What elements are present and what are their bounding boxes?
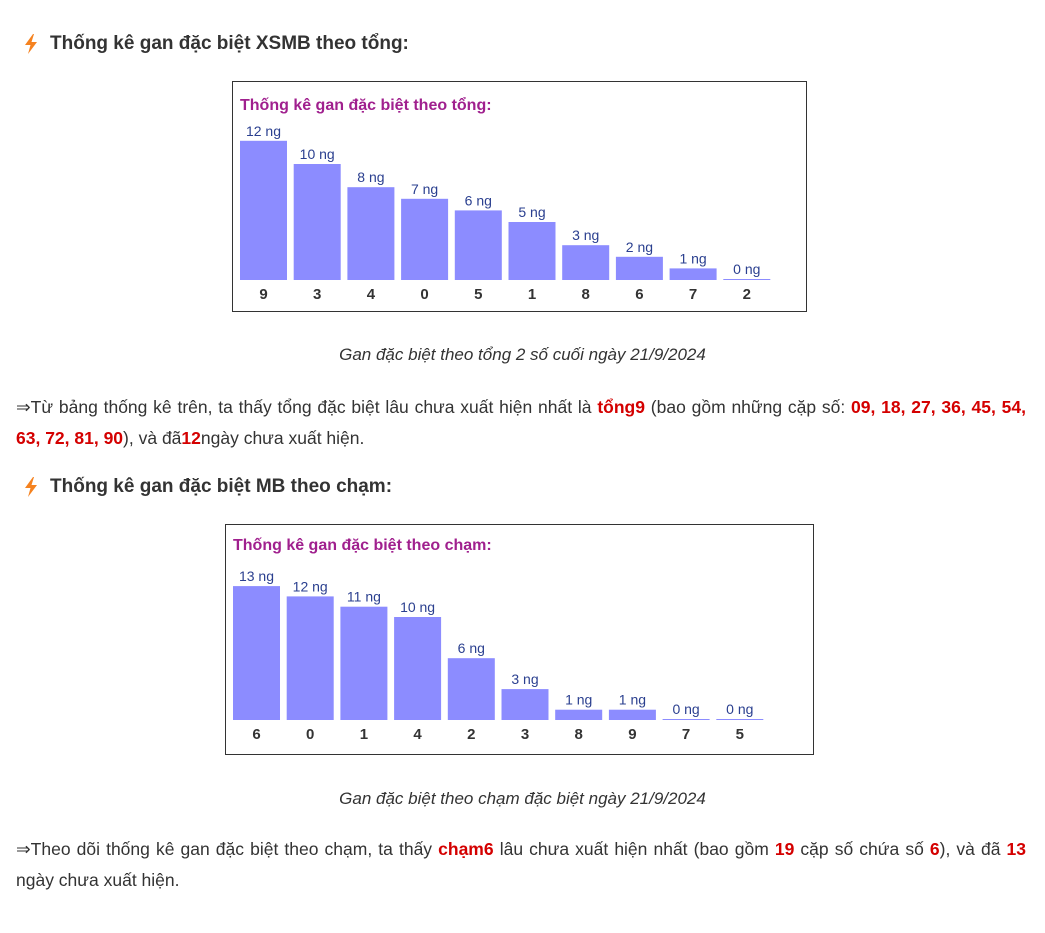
bar-value-label: 6 ng: [458, 640, 485, 656]
category-label: 5: [474, 286, 482, 303]
bar: [347, 187, 395, 280]
category-label: 3: [521, 726, 529, 743]
category-label: 8: [582, 286, 590, 303]
paragraph-text: ngày chưa xuất hiện.: [200, 428, 365, 448]
chart-tong: Thống kê gan đặc biệt theo tổng: 12 ng 9 10…: [232, 81, 807, 312]
category-label: 9: [628, 726, 636, 743]
paragraph-text: ), và đã: [939, 839, 1007, 859]
chart-title: Thống kê gan đặc biệt theo tổng:: [240, 96, 492, 114]
bar: [555, 709, 603, 720]
category-label: 7: [682, 726, 690, 743]
bar-value-label: 6 ng: [465, 192, 492, 208]
paragraph-tong: ⇒Từ bảng thống kê trên, ta thấy tổng đặc…: [16, 392, 1026, 454]
category-label: 4: [367, 286, 376, 303]
category-label: 4: [413, 726, 422, 743]
bar-value-label: 1 ng: [679, 250, 706, 266]
bar-value-label: 1 ng: [565, 692, 592, 708]
section-heading-text: Thống kê gan đặc biệt MB theo chạm:: [50, 476, 393, 497]
bar: [240, 140, 287, 280]
bar: [401, 198, 449, 280]
category-label: 9: [259, 286, 267, 303]
category-label: 1: [360, 726, 368, 743]
highlight-days: 12: [181, 428, 201, 448]
bar: [501, 689, 549, 720]
paragraph-text: ⇒Từ bảng thống kê trên, ta thấy tổng đặc…: [16, 397, 598, 417]
highlight-pair-count: 19: [774, 839, 795, 859]
bar: [615, 256, 663, 280]
chart-caption-cham: Gan đặc biệt theo chạm đặc biệt ngày 21/…: [339, 789, 706, 808]
bar-value-label: 8 ng: [357, 169, 384, 185]
bar: [286, 596, 334, 720]
bar-value-label: 1 ng: [619, 692, 646, 708]
category-label: 7: [689, 286, 697, 303]
lightning-bolt-icon: [25, 34, 37, 54]
chart-title: Thống kê gan đặc biệt theo chạm:: [233, 537, 492, 554]
highlight-cham-number: chạm6: [438, 839, 494, 859]
category-label: 0: [306, 726, 314, 743]
bar-value-label: 7 ng: [411, 181, 438, 197]
chart-cham-svg: Thống kê gan đặc biệt theo chạm:13 ng612…: [233, 537, 764, 743]
bar-value-label: 10 ng: [400, 599, 435, 615]
highlight-digit: 6: [929, 839, 940, 859]
bar-value-label: 3 ng: [572, 227, 599, 243]
bar: [562, 245, 610, 280]
category-label: 1: [528, 286, 536, 303]
bar: [454, 210, 502, 280]
bar-value-label: 12 ng: [246, 123, 281, 139]
category-label: 6: [252, 726, 260, 743]
bar-value-label: 0 ng: [726, 701, 753, 717]
bar-value-label: 0 ng: [733, 261, 760, 277]
bar-value-label: 13 ng: [239, 568, 274, 584]
bar: [233, 586, 280, 720]
bar: [508, 222, 556, 280]
bar-value-label: 5 ng: [518, 204, 545, 220]
bar-value-label: 3 ng: [511, 671, 538, 687]
section-heading-text: Thống kê gan đặc biệt XSMB theo tổng:: [50, 33, 409, 54]
bar-value-label: 12 ng: [293, 578, 328, 594]
bar: [340, 606, 388, 720]
category-label: 5: [736, 726, 744, 743]
bar-value-label: 11 ng: [347, 589, 381, 605]
section-heading-tong: Thống kê gan đặc biệt XSMB theo tổng:: [22, 33, 409, 55]
bar-value-label: 10 ng: [300, 146, 335, 162]
bar: [447, 658, 495, 720]
category-label: 8: [575, 726, 583, 743]
highlight-tong-number: tổng9: [597, 397, 645, 417]
chart-cham: Thống kê gan đặc biệt theo chạm: 13 ng 6 12…: [225, 524, 814, 755]
section-heading-cham: Thống kê gan đặc biệt MB theo chạm:: [22, 476, 392, 498]
highlight-pair-list: 09, 18, 27, 36, 45, 54, 63, 72, 81, 90: [16, 397, 1026, 448]
category-label: 2: [467, 726, 475, 743]
bar: [716, 719, 764, 720]
bar: [669, 268, 717, 280]
paragraph-text: ), và đã: [123, 428, 182, 448]
bar: [608, 709, 656, 720]
category-label: 6: [635, 286, 643, 303]
paragraph-text: cặp số chứa số: [794, 839, 930, 859]
lightning-bolt-icon: [25, 477, 37, 497]
paragraph-text: (bao gồm những cặp số:: [644, 397, 852, 417]
paragraph-text: ngày chưa xuất hiện.: [16, 870, 180, 890]
chart-caption-tong: Gan đặc biệt theo tổng 2 số cuối ngày 21…: [339, 345, 706, 364]
paragraph-text: ⇒Theo dõi thống kê gan đặc biệt theo chạ…: [16, 839, 439, 859]
category-label: 2: [743, 286, 751, 303]
paragraph-cham: ⇒Theo dõi thống kê gan đặc biệt theo chạ…: [16, 834, 1026, 896]
category-label: 3: [313, 286, 321, 303]
chart-tong-svg: Thống kê gan đặc biệt theo tổng:12 ng910…: [240, 96, 771, 303]
bar-value-label: 0 ng: [672, 701, 699, 717]
category-label: 0: [420, 286, 428, 303]
highlight-days: 13: [1006, 839, 1026, 859]
bar: [662, 719, 710, 720]
bar-value-label: 2 ng: [626, 239, 653, 255]
bar: [723, 279, 771, 280]
bar: [394, 617, 442, 720]
bar: [293, 164, 341, 280]
paragraph-text: lâu chưa xuất hiện nhất (bao gồm: [493, 839, 775, 859]
